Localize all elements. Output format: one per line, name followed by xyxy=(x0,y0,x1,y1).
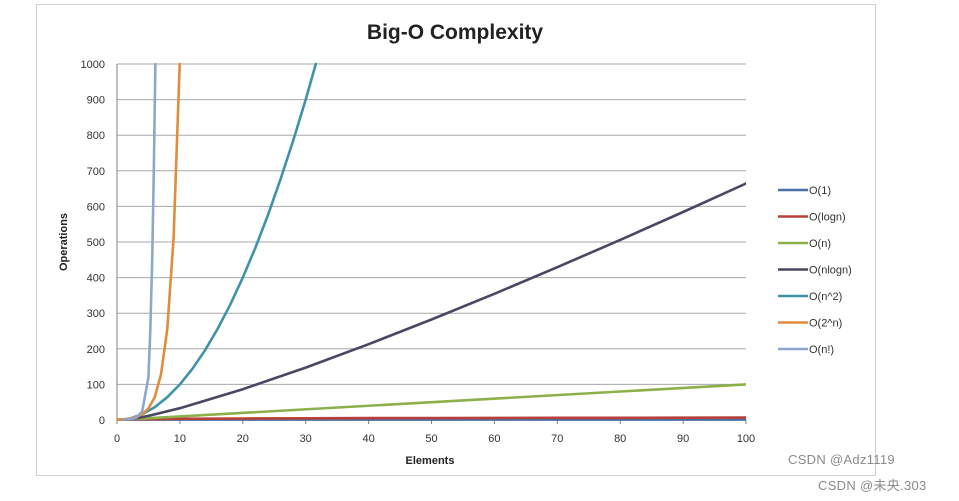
series-line-3 xyxy=(122,182,746,421)
axes xyxy=(116,64,747,424)
y-tick-label: 500 xyxy=(87,237,105,249)
x-tick-label: 20 xyxy=(237,433,249,445)
x-tick-label: 10 xyxy=(174,433,186,445)
y-tick-labels: 0 100 200 300 400 500 600 700 800 900 1000 xyxy=(81,59,105,427)
legend-label: O(1) xyxy=(809,185,831,197)
legend-label: O(2^n) xyxy=(809,318,842,330)
series-lines xyxy=(117,62,746,421)
x-axis-label: Elements xyxy=(406,455,455,467)
y-tick-label: 300 xyxy=(87,308,105,320)
legend-label: O(n!) xyxy=(809,344,834,356)
y-tick-label: 100 xyxy=(87,379,105,391)
x-tick-labels: 0 10 20 30 40 50 60 70 80 90 100 xyxy=(114,433,755,445)
y-tick-label: 800 xyxy=(87,130,105,142)
legend-label: O(n) xyxy=(809,238,831,250)
y-tick-label: 1000 xyxy=(81,59,105,71)
y-tick-label: 400 xyxy=(87,273,105,285)
watermark-1: CSDN @Adz1119 xyxy=(788,452,895,467)
legend-label: O(logn) xyxy=(809,212,846,224)
y-axis-label: Operations xyxy=(58,213,70,271)
x-tick-label: 30 xyxy=(300,433,312,445)
x-tick-label: 40 xyxy=(362,433,374,445)
x-tick-label: 70 xyxy=(551,433,563,445)
x-tick-label: 0 xyxy=(114,433,120,445)
legend-label: O(n^2) xyxy=(809,291,842,303)
x-tick-label: 80 xyxy=(614,433,626,445)
series-line-2 xyxy=(117,383,746,421)
series-line-4 xyxy=(117,62,318,421)
x-tick-label: 50 xyxy=(425,433,437,445)
y-tick-label: 700 xyxy=(87,166,105,178)
x-tick-label: 100 xyxy=(737,433,755,445)
y-tick-label: 200 xyxy=(87,344,105,356)
chart-frame xyxy=(36,4,876,476)
y-tick-label: 0 xyxy=(99,415,105,427)
y-tick-label: 600 xyxy=(87,201,105,213)
series-line-6 xyxy=(122,62,157,421)
chart-title: Big-O Complexity xyxy=(367,21,544,44)
legend-label: O(nlogn) xyxy=(809,265,852,277)
legend: O(1) O(logn) O(n) O(nlogn) O(n^2) O(2^n) O(n!) xyxy=(778,185,852,356)
watermark-2: CSDN @未央.303 xyxy=(818,478,927,493)
x-tick-label: 60 xyxy=(488,433,500,445)
grid-lines xyxy=(117,63,746,385)
x-tick-label: 90 xyxy=(677,433,689,445)
y-tick-label: 900 xyxy=(87,95,105,107)
